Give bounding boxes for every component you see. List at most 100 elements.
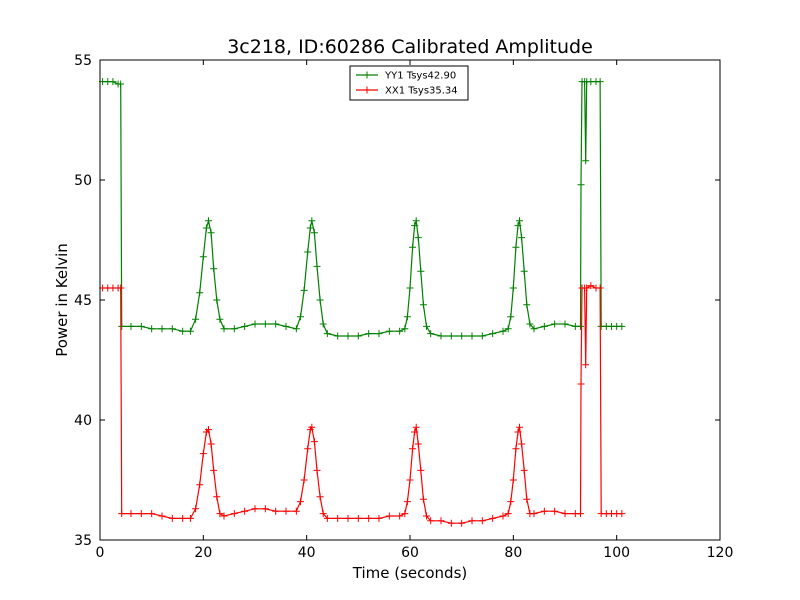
data-point [199,450,207,458]
data-point [618,322,626,330]
y-tick-label: 45 [74,293,92,309]
data-point [308,423,316,431]
data-point [523,301,531,309]
data-point [412,423,420,431]
data-point [344,332,352,340]
data-point [396,512,404,520]
legend-entry: XX1 Tsys35.34 [356,86,458,97]
data-point [213,296,221,304]
data-point [401,510,409,518]
data-point [216,510,224,518]
data-point [514,222,522,230]
data-point [478,332,486,340]
chart-title: 3c218, ID:60286 Calibrated Amplitude [227,36,593,58]
data-point [423,512,431,520]
data-point [202,224,210,232]
data-point [196,289,204,297]
data-point [319,510,327,518]
data-point [118,510,126,518]
data-point [583,284,591,292]
data-point [520,267,528,275]
data-point [148,325,156,333]
data-point [403,498,411,506]
data-point [213,493,221,501]
data-point [292,325,300,333]
legend-marker [363,71,371,79]
data-point [192,315,200,323]
data-point [561,510,569,518]
data-point [127,510,135,518]
data-point [507,498,515,506]
data-point [196,481,204,489]
data-point [316,493,324,501]
data-point [509,284,517,292]
data-point [406,284,414,292]
data-point [447,519,455,527]
data-point [117,284,125,292]
x-tick-label: 80 [504,545,522,561]
data-point [179,514,187,522]
data-point [272,320,280,328]
data-point [207,440,215,448]
series-1 [99,282,626,527]
data-point [313,262,321,270]
data-point [530,510,538,518]
data-point [241,507,249,515]
data-point [251,505,259,513]
x-tick-label: 40 [298,545,316,561]
data-point [179,327,187,335]
data-point [241,322,249,330]
data-point [220,325,228,333]
data-point [310,438,318,446]
data-point [385,327,393,335]
data-point [447,332,455,340]
data-point [365,514,373,522]
data-point [523,495,531,503]
x-axis-label: Time (seconds) [352,564,468,582]
data-point [499,327,507,335]
data-point [137,510,145,518]
data-point [292,507,300,515]
data-point [137,322,145,330]
data-point [618,510,626,518]
data-point [540,507,548,515]
data-point [507,313,515,321]
data-point [300,286,308,294]
data-point [334,332,342,340]
data-point [109,78,117,86]
data-point [199,253,207,261]
data-point [168,325,176,333]
y-tick-label: 50 [74,173,92,189]
data-point [401,325,409,333]
y-axis-label: Power in Kelvin [53,243,71,357]
plot-area [99,78,626,527]
data-point [261,505,269,513]
data-point [354,514,362,522]
data-point [417,267,425,275]
data-point [509,476,517,484]
data-point [504,325,512,333]
data-point [230,510,238,518]
x-tick-label: 0 [96,545,105,561]
data-point [192,505,200,513]
data-point [158,512,166,520]
data-point [551,507,559,515]
x-tick-label: 100 [603,545,630,561]
data-point [186,514,194,522]
data-point [282,322,290,330]
legend-entry: YY1 Tsys42.90 [356,71,456,82]
data-point [300,476,308,484]
data-point [414,234,422,242]
data-point [375,330,383,338]
data-point [344,514,352,522]
y-tick-label: 40 [74,413,92,429]
data-point [296,498,304,506]
data-point [316,296,324,304]
data-point [306,224,314,232]
data-point [489,330,497,338]
data-point [406,476,414,484]
legend-marker [363,86,371,94]
data-point [427,330,435,338]
